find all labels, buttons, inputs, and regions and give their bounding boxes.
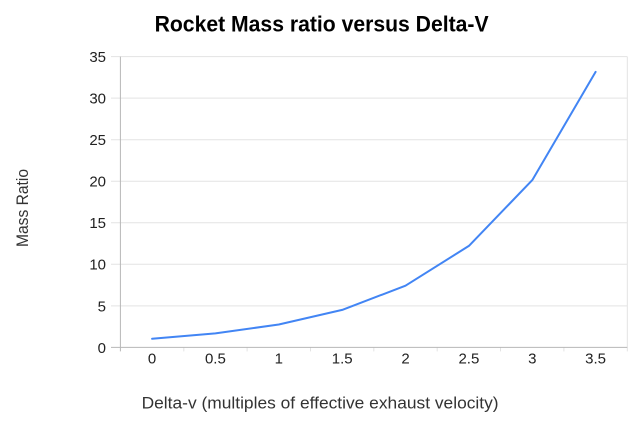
svg-text:2.5: 2.5 [458, 351, 479, 368]
svg-text:0: 0 [98, 340, 106, 357]
svg-text:20: 20 [89, 174, 106, 191]
svg-text:5: 5 [98, 298, 106, 315]
svg-text:1.5: 1.5 [332, 351, 353, 368]
svg-text:25: 25 [89, 132, 106, 149]
svg-text:0: 0 [148, 351, 156, 368]
svg-text:30: 30 [89, 91, 106, 108]
svg-text:Mass Ratio: Mass Ratio [13, 169, 32, 247]
svg-text:10: 10 [89, 257, 106, 274]
svg-text:3: 3 [528, 351, 536, 368]
svg-text:Delta-v (multiples of effectiv: Delta-v (multiples of effective exhaust … [142, 393, 499, 412]
svg-text:1: 1 [275, 351, 283, 368]
svg-text:3.5: 3.5 [585, 351, 606, 368]
svg-text:2: 2 [401, 351, 409, 368]
svg-text:0.5: 0.5 [205, 351, 226, 368]
svg-text:Rocket Mass ratio versus Delta: Rocket Mass ratio versus Delta-V [155, 12, 489, 37]
svg-text:15: 15 [89, 215, 106, 232]
svg-text:35: 35 [89, 49, 106, 66]
